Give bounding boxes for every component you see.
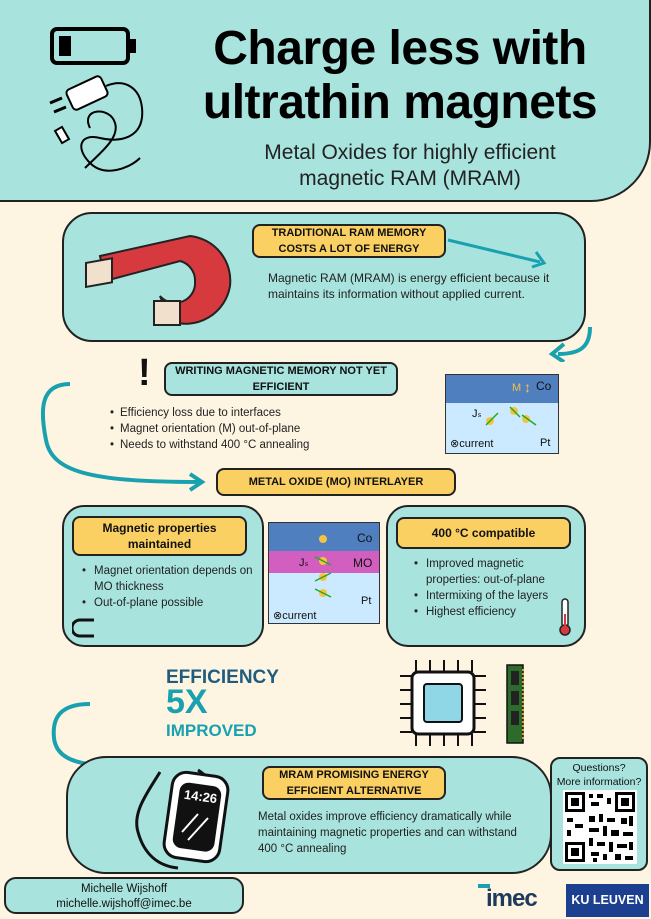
qr-code[interactable] — [563, 790, 637, 864]
efficiency-improved: IMPROVED — [166, 721, 257, 740]
author-name: Michelle Wijshoff — [80, 883, 168, 895]
right-list: Improved magnetic properties: out-of-pla… — [412, 556, 570, 620]
section1-text: Magnetic RAM (MRAM) is energy efficient … — [268, 271, 550, 301]
flow-arrow-2 — [40, 382, 206, 492]
flow-arrow-1 — [447, 238, 592, 362]
imec-logo-mark — [478, 884, 490, 888]
mini-magnet-icon — [72, 618, 94, 638]
list-item: Improved magnetic properties: out-of-pla… — [412, 556, 570, 588]
author-card: Michelle Wijshoff michelle.wijshoff@imec… — [4, 877, 244, 914]
layer-diagram-2: Co MO Jₛ Pt ⊗current — [268, 522, 380, 624]
section2-list: Efficiency loss due to interfaces Magnet… — [108, 405, 408, 453]
imec-logo: imec — [486, 885, 538, 912]
list-item: Needs to withstand 400 °C annealing — [108, 437, 408, 453]
ku-leuven-logo: KU LEUVEN — [566, 884, 649, 917]
spin-current-icon — [314, 535, 332, 598]
charger-icon — [49, 75, 144, 172]
author-email[interactable]: michelle.wijshoff@imec.be — [56, 898, 192, 910]
list-item: Intermixing of the layers — [412, 588, 570, 604]
page-title: Charge less with ultrathin magnets — [202, 22, 598, 129]
exclamation-icon: ! — [138, 352, 151, 394]
magnetization-arrow-icon: ↕ — [524, 379, 531, 395]
processor-chip-icon — [400, 660, 486, 746]
ram-stick-icon — [506, 664, 524, 744]
metal-oxide-pill: METAL OXIDE (MO) INTERLAYER — [216, 468, 456, 496]
list-item: Magnet orientation depends on MO thickne… — [80, 563, 260, 595]
horseshoe-magnet-icon — [85, 234, 232, 326]
spin-current-icon — [485, 406, 537, 426]
smartwatch-icon — [135, 768, 230, 870]
compatible-pill: 400 °C compatible — [396, 517, 571, 549]
qr-caption: Questions? More information? — [556, 762, 642, 788]
traditional-ram-pill: TRADITIONAL RAM MEMORY COSTS A LOT OF ENE… — [252, 224, 446, 258]
co-layer — [446, 375, 558, 403]
page-subtitle: Metal Oxides for highly efficient magnet… — [264, 141, 556, 190]
writing-memory-pill: WRITING MAGNETIC MEMORY NOT YET EFFICIENT — [164, 362, 398, 396]
thermometer-icon — [559, 598, 571, 636]
left-list: Magnet orientation depends on MO thickne… — [80, 563, 260, 611]
section4-text: Metal oxides improve efficiency dramatic… — [258, 811, 517, 855]
mram-promising-pill: MRAM PROMISING ENERGY EFFICIENT ALTERNATI… — [262, 766, 446, 800]
magnetic-properties-pill: Magnetic properties maintained — [72, 516, 247, 556]
layer-diagram-1: Co M ↕ Jₛ ⊗current Pt — [445, 374, 559, 454]
list-item: Efficiency loss due to interfaces — [108, 405, 408, 421]
efficiency-value: 5X — [166, 683, 208, 721]
list-item: Highest efficiency — [412, 604, 570, 620]
low-battery-icon — [50, 27, 136, 65]
list-item: Magnet orientation (M) out-of-plane — [108, 421, 408, 437]
efficiency-label: EFFICIENCY — [166, 667, 279, 688]
list-item: Out-of-plane possible — [80, 595, 260, 611]
